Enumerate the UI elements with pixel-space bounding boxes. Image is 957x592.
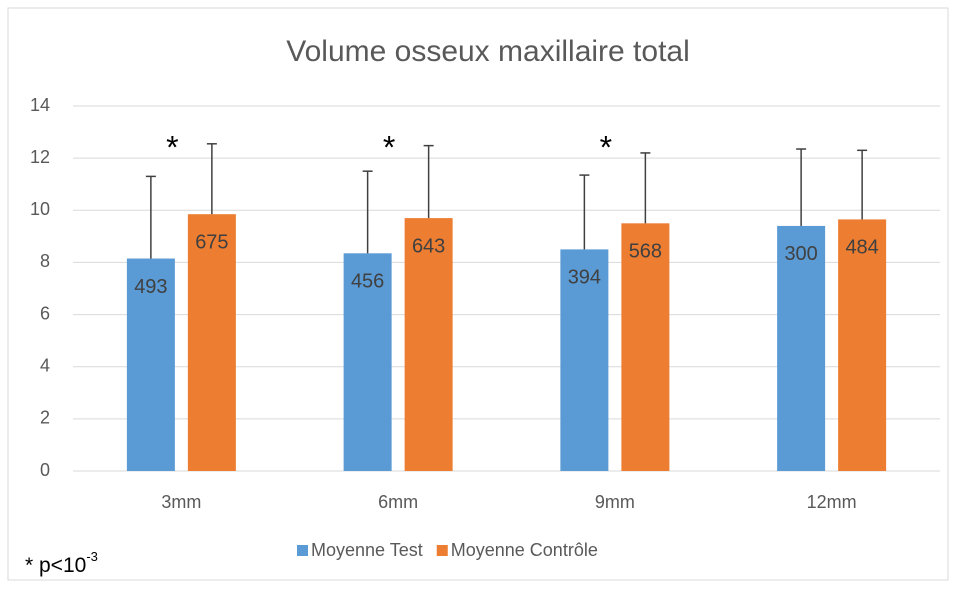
bar xyxy=(777,225,826,471)
legend-label: Moyenne Test xyxy=(311,540,423,560)
data-label: 456 xyxy=(351,271,384,293)
data-label: 484 xyxy=(845,237,878,259)
legend-swatch xyxy=(297,545,308,556)
bar xyxy=(838,219,887,471)
y-tick-label: 10 xyxy=(30,199,50,219)
bar xyxy=(404,218,453,471)
data-label: 568 xyxy=(629,241,662,263)
data-label: 493 xyxy=(134,276,167,298)
bar xyxy=(126,258,175,471)
bar xyxy=(560,249,609,471)
y-tick-label: 2 xyxy=(40,408,50,428)
legend-label: Moyenne Contrôle xyxy=(451,540,598,560)
bar xyxy=(621,223,670,471)
y-tick-label: 0 xyxy=(40,460,50,480)
data-label: 300 xyxy=(784,243,817,265)
y-tick-label: 6 xyxy=(40,303,50,323)
y-tick-label: 12 xyxy=(30,147,50,167)
footnote-text: * p<10 xyxy=(25,554,86,577)
data-label: 675 xyxy=(195,231,228,253)
significance-mark: * xyxy=(600,129,612,165)
y-tick-label: 8 xyxy=(40,251,50,271)
x-tick-label: 12mm xyxy=(807,492,857,512)
bar xyxy=(187,214,236,472)
y-tick-label: 4 xyxy=(40,355,50,375)
data-label: 394 xyxy=(568,267,601,289)
legend-swatch xyxy=(436,545,448,556)
chart-title: Volume osseux maxillaire total xyxy=(286,35,690,68)
footnote-superscript: -3 xyxy=(86,549,98,564)
data-label: 643 xyxy=(412,235,445,257)
significance-mark: * xyxy=(166,129,178,165)
x-tick-label: 6mm xyxy=(378,492,418,512)
bar xyxy=(343,253,392,471)
x-tick-label: 3mm xyxy=(161,492,201,512)
x-tick-label: 9mm xyxy=(595,492,635,512)
significance-mark: * xyxy=(383,129,395,165)
y-tick-label: 14 xyxy=(30,95,50,115)
footnote: * p<10-3 xyxy=(25,549,98,576)
